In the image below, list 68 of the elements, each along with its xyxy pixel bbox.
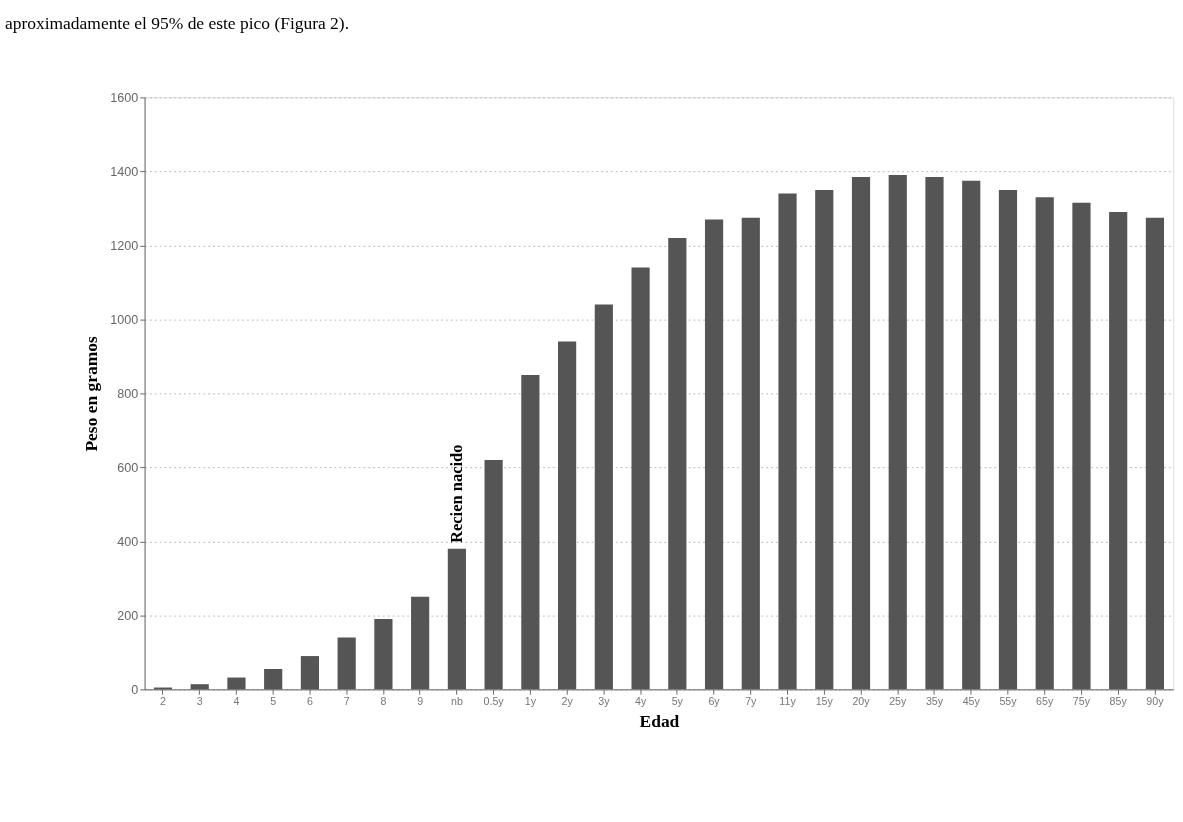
bar	[1072, 202, 1091, 690]
bar	[484, 459, 503, 690]
bar	[411, 596, 430, 690]
bar	[851, 176, 871, 690]
y-tick-label: 1000	[110, 312, 139, 327]
x-tick-label: 20y	[852, 695, 871, 708]
x-tick-label: 4y	[634, 695, 647, 708]
y-tick-label: 600	[117, 460, 139, 475]
y-tick-label: 400	[117, 534, 139, 549]
x-tick-label: 2y	[561, 695, 574, 708]
x-tick-label: 65y	[1036, 695, 1054, 708]
bar	[374, 619, 393, 690]
x-tick-label: 35y	[925, 695, 944, 708]
x-tick-label: 6	[306, 695, 313, 708]
x-tick-label: 25y	[889, 695, 908, 708]
bar	[1035, 197, 1054, 690]
x-tick-label: nb	[450, 695, 463, 708]
bar	[594, 304, 613, 690]
x-tick-label: 55y	[999, 695, 1018, 708]
bar	[704, 219, 724, 690]
bar	[925, 176, 944, 690]
y-tick-label: 1400	[110, 164, 139, 179]
x-tick-label: 8	[380, 695, 387, 708]
bar	[962, 180, 981, 690]
x-tick-label: 3	[196, 695, 203, 708]
bar	[668, 237, 687, 690]
x-tick-label: 15y	[815, 695, 834, 708]
bar	[815, 189, 834, 690]
y-tick-label: 800	[117, 386, 139, 401]
x-tick-label: 2	[160, 695, 166, 708]
y-tick-label: 1600	[110, 90, 139, 105]
x-tick-label: 5y	[671, 695, 684, 708]
bar	[447, 548, 466, 690]
x-tick-label: 90y	[1146, 695, 1165, 708]
x-tick-label: 85y	[1109, 695, 1128, 708]
bar	[558, 341, 577, 690]
x-tick-label: 7	[343, 695, 350, 708]
bar	[998, 189, 1018, 690]
bar	[264, 669, 283, 690]
y-tick-label: 0	[131, 682, 139, 697]
x-tick-label: 45y	[962, 695, 981, 708]
x-tick-label: 6y	[708, 695, 721, 708]
bar	[888, 175, 907, 690]
x-tick-label: 3y	[598, 695, 611, 708]
bar	[631, 267, 650, 690]
text: aproximadamente el 95% de este pico (Figura 2).	[4, 13, 350, 34]
bar	[778, 193, 797, 690]
y-tick-label: 200	[117, 608, 139, 623]
bar	[300, 656, 320, 690]
bar	[337, 637, 356, 690]
x-tick-label: 7y	[745, 695, 758, 708]
bar	[227, 677, 246, 690]
bar	[190, 684, 209, 690]
x-tick-label: 9	[417, 695, 424, 708]
x-tick-label: 4	[233, 695, 240, 708]
bar	[1109, 212, 1128, 690]
annotation: Recien nacido	[446, 444, 466, 543]
x-tick-label: 0.5y	[483, 695, 505, 708]
x-axis-title: Edad	[639, 710, 680, 731]
x-tick-label: 75y	[1072, 695, 1091, 708]
bar	[741, 217, 760, 690]
x-tick-label: 11y	[779, 695, 797, 708]
bar	[521, 374, 540, 690]
y-axis-title: Peso en gramos	[80, 335, 101, 452]
x-tick-label: 1y	[524, 695, 537, 708]
x-tick-label: 5	[270, 695, 277, 708]
y-tick-label: 1200	[110, 238, 139, 253]
bar	[1145, 217, 1165, 690]
